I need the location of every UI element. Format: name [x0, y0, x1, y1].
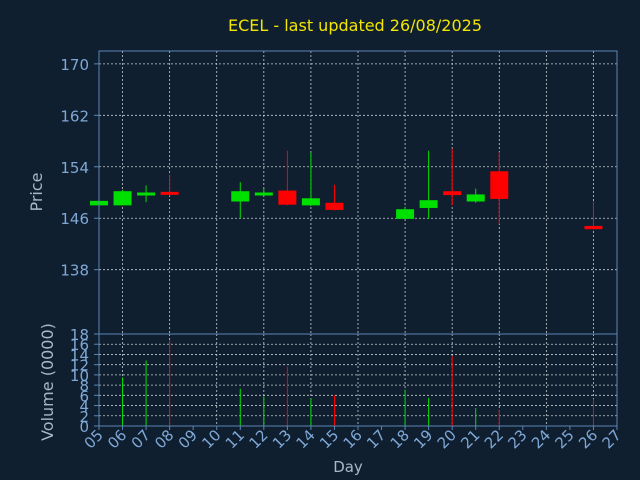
- price-candles: [90, 148, 603, 230]
- candle-body: [443, 191, 462, 196]
- chart-title: ECEL - last updated 26/08/2025: [228, 16, 482, 35]
- volume-grid: [99, 333, 617, 427]
- day-tick-label: 17: [363, 426, 389, 452]
- volume-tick-label: 16: [70, 336, 89, 354]
- day-axis-label: Day: [333, 458, 363, 476]
- day-tick-label: 27: [599, 426, 625, 452]
- day-tick-label: 11: [222, 426, 248, 452]
- day-tick-label: 24: [528, 426, 554, 452]
- plot-frames: [94, 50, 618, 430]
- volume-axis-label: Volume (0000): [38, 323, 57, 441]
- volume-tick-label: 4: [79, 398, 89, 416]
- day-tick-label: 14: [293, 426, 319, 452]
- price-tick-label: 170: [60, 56, 89, 74]
- candle-body: [396, 209, 415, 219]
- price-tick-label: 162: [60, 107, 89, 125]
- day-tick-label: 25: [552, 426, 578, 452]
- price-tick-label: 138: [60, 262, 89, 280]
- volume-tick-label: 8: [79, 377, 89, 395]
- volume-tick-label: 14: [70, 346, 89, 364]
- volume-bars: [122, 340, 594, 426]
- day-tick-label: 21: [457, 426, 483, 452]
- day-tick-label: 08: [151, 426, 177, 452]
- volume-tick-label: 10: [70, 367, 89, 385]
- day-tick-label: 13: [269, 426, 295, 452]
- volume-tick-label: 6: [79, 387, 89, 405]
- day-tick-label: 06: [104, 426, 130, 452]
- candle-body: [584, 225, 603, 230]
- candle-body: [113, 191, 132, 206]
- volume-tick-label: 2: [79, 408, 89, 426]
- volume-tick-label: 0: [79, 418, 89, 436]
- price-tick-labels: 138 146 154 162 170: [60, 56, 89, 280]
- day-tick-labels: 0506070809101112131415161718192021222324…: [81, 426, 625, 452]
- volume-tick-label: 18: [70, 326, 89, 344]
- day-tick-label: 12: [245, 426, 271, 452]
- candle-body: [325, 202, 344, 210]
- day-tick-label: 18: [387, 426, 413, 452]
- day-tick-label: 10: [198, 426, 224, 452]
- day-tick-label: 16: [340, 426, 366, 452]
- day-tick-label: 22: [481, 426, 507, 452]
- day-tick-label: 20: [434, 426, 460, 452]
- candle-body: [137, 192, 156, 196]
- candle-body: [490, 171, 509, 199]
- day-tick-label: 26: [575, 426, 601, 452]
- candle-body: [466, 194, 485, 202]
- day-tick-label: 09: [175, 426, 201, 452]
- day-tick-label: 19: [410, 426, 436, 452]
- candle-body: [231, 191, 250, 202]
- candle-body: [254, 192, 273, 196]
- price-tick-label: 154: [60, 159, 89, 177]
- day-tick-label: 15: [316, 426, 342, 452]
- candle-body: [278, 190, 297, 205]
- candle-body: [160, 191, 179, 195]
- day-tick-label: 07: [128, 426, 154, 452]
- candle-body: [419, 200, 438, 208]
- day-tick-label: 23: [504, 426, 530, 452]
- candle-body: [301, 198, 320, 206]
- price-tick-label: 146: [60, 210, 89, 228]
- price-axis-label: Price: [27, 172, 46, 211]
- volume-tick-label: 12: [70, 357, 89, 375]
